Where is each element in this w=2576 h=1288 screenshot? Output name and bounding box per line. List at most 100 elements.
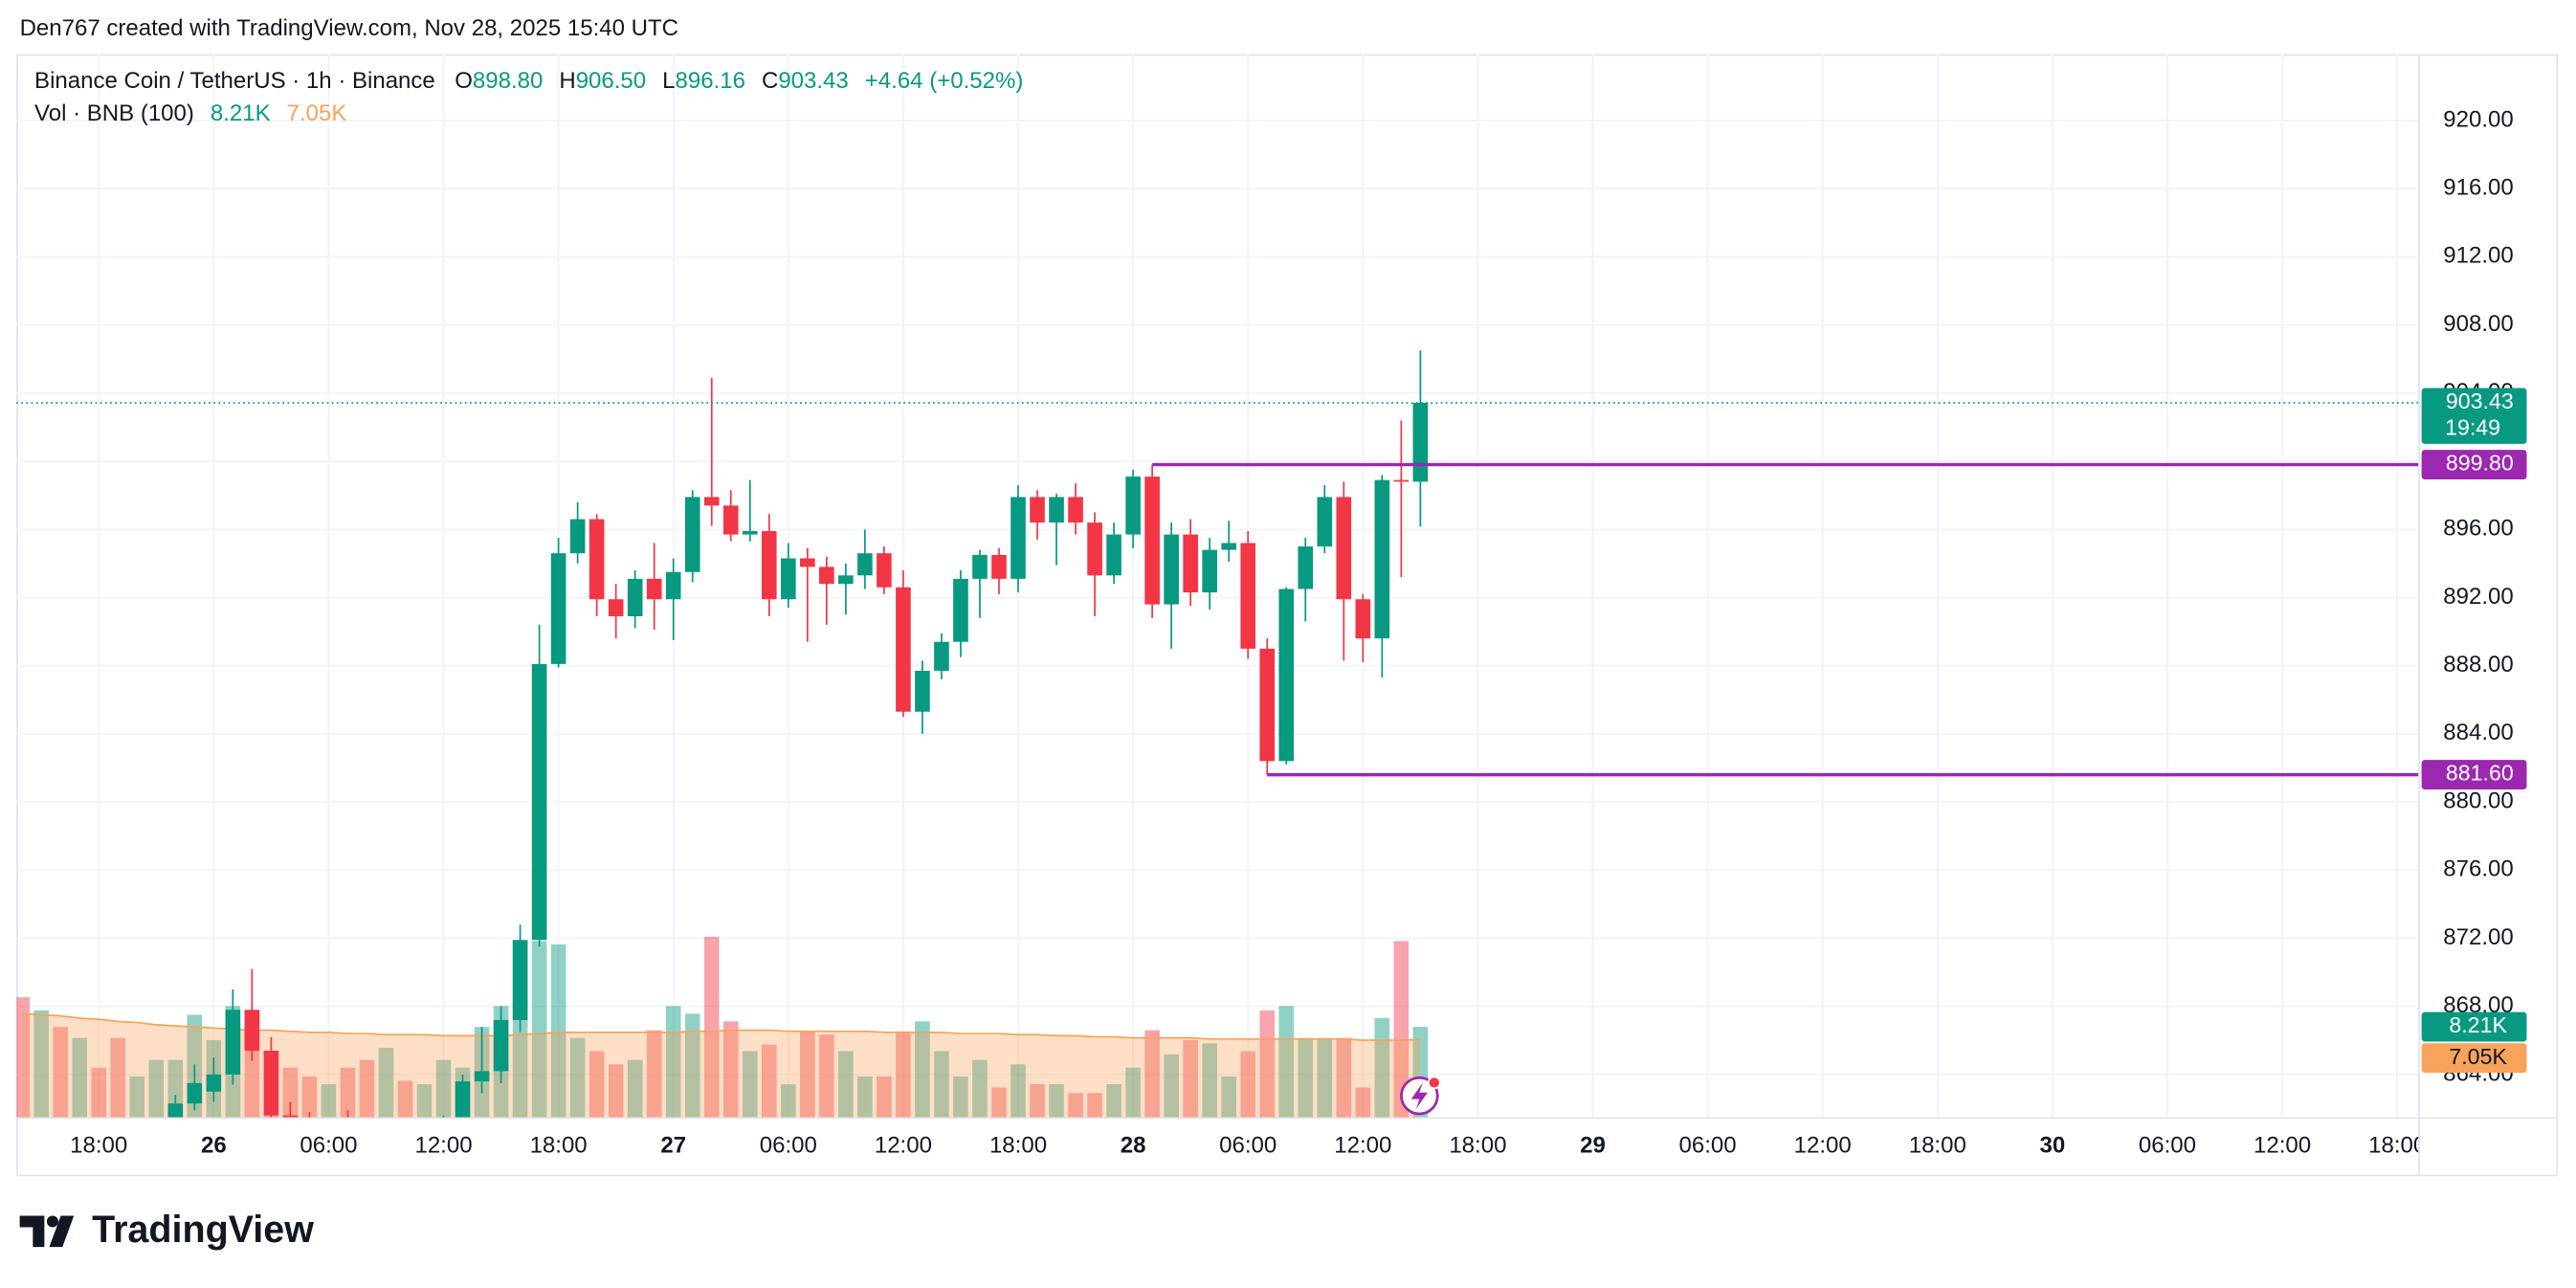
candle-body bbox=[1259, 648, 1276, 762]
chart-frame bbox=[16, 54, 2559, 1177]
volume-bar bbox=[1259, 1010, 1276, 1118]
volume-bar bbox=[1278, 1006, 1295, 1118]
volume-bar bbox=[301, 1076, 318, 1118]
volume-bar bbox=[1202, 1043, 1217, 1118]
candle-body bbox=[1317, 497, 1333, 547]
x-tick-label: 12:00 bbox=[875, 1133, 932, 1159]
candle-body bbox=[1030, 497, 1045, 523]
candle-body bbox=[1412, 402, 1429, 482]
candle-body bbox=[1374, 479, 1390, 639]
price-axis: 864.00868.00872.00876.00880.00884.00888.… bbox=[2421, 106, 2527, 1086]
volume-title: Vol · BNB (100) bbox=[34, 101, 194, 127]
candle-body bbox=[1240, 543, 1256, 649]
volume-bar bbox=[282, 1067, 299, 1118]
candle-body bbox=[684, 497, 700, 572]
candle-body bbox=[493, 1019, 509, 1072]
candle-body bbox=[877, 553, 892, 588]
candle-body bbox=[187, 1082, 203, 1104]
volume-bar bbox=[1393, 941, 1410, 1118]
volume-bar bbox=[531, 941, 547, 1118]
ohlc-name: L bbox=[662, 68, 675, 94]
volume-badge bbox=[2421, 1011, 2527, 1042]
x-tick-label: 06:00 bbox=[2139, 1133, 2196, 1159]
volume-bar bbox=[627, 1059, 643, 1118]
volume-bar bbox=[703, 936, 720, 1118]
x-tick-label: 12:00 bbox=[1334, 1133, 1391, 1159]
x-tick-label: 06:00 bbox=[300, 1133, 357, 1159]
candle-body bbox=[1393, 479, 1410, 482]
x-tick-label: 30 bbox=[2040, 1133, 2066, 1159]
level-badge bbox=[2421, 760, 2527, 790]
candle-body bbox=[225, 1010, 241, 1075]
x-tick-label: 12:00 bbox=[1794, 1133, 1852, 1159]
volume-bar bbox=[569, 1037, 586, 1118]
y-tick-label: 912.00 bbox=[2443, 243, 2513, 269]
volume-bar bbox=[722, 1021, 739, 1118]
volume-bar bbox=[1183, 1039, 1198, 1118]
candle-body bbox=[857, 553, 873, 576]
volume-ma-area bbox=[22, 1013, 1421, 1118]
volume-ma-badge bbox=[2421, 1043, 2527, 1074]
x-tick-label: 06:00 bbox=[1679, 1133, 1737, 1159]
grid bbox=[16, 54, 2419, 1118]
volume-bar bbox=[684, 1013, 700, 1118]
volume-ma-value: 7.05K bbox=[287, 101, 347, 127]
candle-body bbox=[167, 1103, 184, 1118]
volume-badge-label: 8.21K bbox=[2449, 1012, 2507, 1037]
candle-body bbox=[1125, 477, 1141, 535]
attribution: Den767 created with TradingView.com, Nov… bbox=[20, 15, 678, 41]
level-label: 899.80 bbox=[2446, 451, 2514, 476]
candle-body bbox=[819, 566, 834, 585]
level-badge bbox=[2421, 450, 2527, 480]
candle-body bbox=[1106, 534, 1121, 576]
x-tick-label: 12:00 bbox=[414, 1133, 472, 1159]
volume-bar bbox=[435, 1059, 452, 1118]
volume-bar bbox=[991, 1087, 1007, 1118]
volume-bar bbox=[72, 1037, 88, 1118]
volume-bar bbox=[1240, 1051, 1256, 1118]
level-label: 881.60 bbox=[2446, 761, 2514, 786]
volume-bar bbox=[1164, 1054, 1179, 1118]
x-tick-label: 18:00 bbox=[530, 1133, 588, 1159]
x-tick-label: 18:00 bbox=[70, 1133, 127, 1159]
lightning-icon bbox=[1400, 1076, 1441, 1116]
volume-bar bbox=[665, 1006, 681, 1118]
volume-bar bbox=[608, 1064, 624, 1118]
candle-body bbox=[1202, 549, 1217, 593]
candle-body bbox=[1278, 588, 1295, 762]
volume-legend: Vol · BNB (100) 8.21K 7.05K bbox=[34, 101, 346, 127]
candle-body bbox=[1336, 497, 1352, 600]
x-tick-label: 18:00 bbox=[989, 1133, 1047, 1159]
x-tick-label: 29 bbox=[1580, 1133, 1606, 1159]
y-tick-label: 916.00 bbox=[2443, 175, 2513, 201]
y-tick-label: 884.00 bbox=[2443, 720, 2513, 745]
x-tick-label: 27 bbox=[660, 1133, 686, 1159]
y-tick-label: 920.00 bbox=[2443, 106, 2513, 132]
volume-bar bbox=[1087, 1093, 1102, 1118]
volume-bar bbox=[1144, 1030, 1160, 1118]
candle-body bbox=[1087, 522, 1102, 576]
ohlc-name: C bbox=[762, 68, 778, 94]
volume-bar bbox=[378, 1048, 394, 1118]
volume-bar bbox=[1298, 1037, 1314, 1118]
volume-bar bbox=[1221, 1076, 1236, 1118]
candle-body bbox=[646, 578, 662, 600]
logo-text: TradingView bbox=[92, 1209, 314, 1251]
candle-body bbox=[1010, 497, 1026, 579]
candle-body bbox=[722, 505, 739, 535]
volume-bar bbox=[16, 997, 30, 1118]
volume-bar bbox=[972, 1059, 988, 1118]
volume-bar bbox=[359, 1059, 375, 1118]
volume-bar bbox=[148, 1059, 165, 1118]
candle-body bbox=[1355, 599, 1371, 639]
volume-bar bbox=[1336, 1037, 1352, 1118]
candle-body bbox=[244, 1010, 260, 1052]
candle-body bbox=[627, 578, 643, 617]
last-price-label: 903.43 bbox=[2446, 389, 2514, 413]
footer-logo: TradingView bbox=[19, 1209, 314, 1251]
volume-bar bbox=[915, 1021, 930, 1118]
x-tick-label: 28 bbox=[1121, 1133, 1146, 1159]
change: +4.64 (+0.52%) bbox=[865, 68, 1024, 94]
volume-bar bbox=[53, 1027, 69, 1118]
volume-bar bbox=[110, 1037, 126, 1118]
